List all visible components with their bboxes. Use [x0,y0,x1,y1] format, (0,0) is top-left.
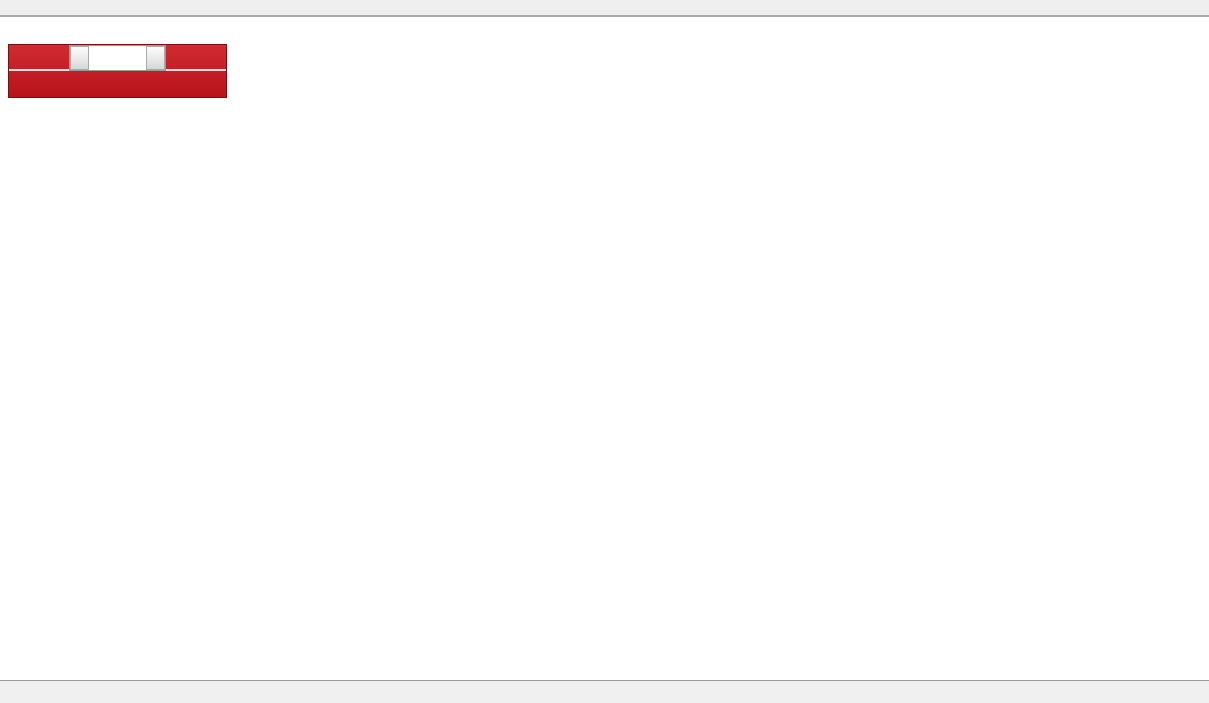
macd-indicator-label [8,489,23,501]
symbol-tab-bar [0,680,1209,703]
volume-spinner [69,45,166,71]
bid-price-display[interactable] [9,71,117,97]
volume-increase-button[interactable] [146,46,165,70]
timeframe-toolbar [0,0,1209,17]
volume-input[interactable] [89,46,146,70]
volume-decrease-button[interactable] [70,46,89,70]
rsi-indicator-label [8,574,18,586]
one-click-trading-panel [8,44,227,98]
ask-price-display[interactable] [119,71,227,97]
buy-button[interactable] [166,45,226,71]
chart-canvas [0,19,1209,680]
sell-button[interactable] [9,45,69,71]
chart-window [0,19,1209,680]
